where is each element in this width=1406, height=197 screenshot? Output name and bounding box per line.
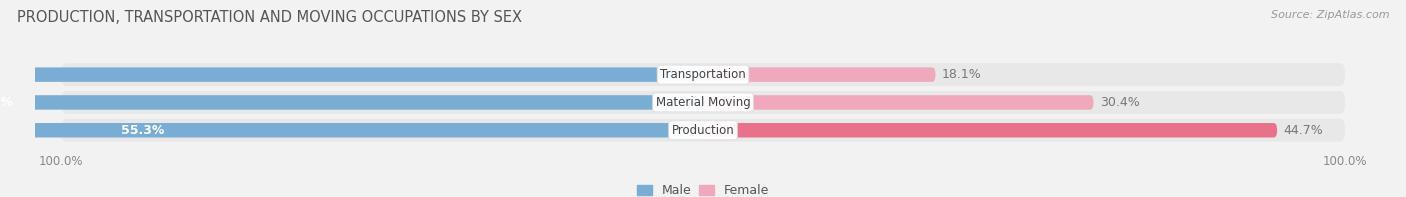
FancyBboxPatch shape [703, 123, 1277, 138]
FancyBboxPatch shape [0, 95, 703, 110]
Text: Transportation: Transportation [661, 68, 745, 81]
Text: 30.4%: 30.4% [1099, 96, 1140, 109]
Text: Source: ZipAtlas.com: Source: ZipAtlas.com [1271, 10, 1389, 20]
FancyBboxPatch shape [60, 63, 1346, 86]
Text: Material Moving: Material Moving [655, 96, 751, 109]
Legend: Male, Female: Male, Female [631, 179, 775, 197]
FancyBboxPatch shape [60, 119, 1346, 142]
FancyBboxPatch shape [0, 123, 703, 138]
Text: 55.3%: 55.3% [121, 124, 165, 137]
Text: PRODUCTION, TRANSPORTATION AND MOVING OCCUPATIONS BY SEX: PRODUCTION, TRANSPORTATION AND MOVING OC… [17, 10, 522, 25]
FancyBboxPatch shape [703, 67, 935, 82]
Text: Production: Production [672, 124, 734, 137]
FancyBboxPatch shape [0, 67, 703, 82]
FancyBboxPatch shape [703, 95, 1094, 110]
Text: 44.7%: 44.7% [1284, 124, 1323, 137]
Text: 18.1%: 18.1% [942, 68, 981, 81]
FancyBboxPatch shape [60, 91, 1346, 114]
Text: 69.6%: 69.6% [0, 96, 13, 109]
